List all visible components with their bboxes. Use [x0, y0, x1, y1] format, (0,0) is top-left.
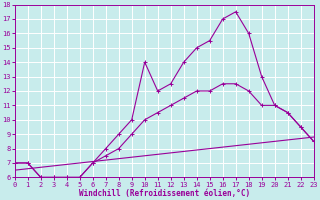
X-axis label: Windchill (Refroidissement éolien,°C): Windchill (Refroidissement éolien,°C): [79, 189, 250, 198]
